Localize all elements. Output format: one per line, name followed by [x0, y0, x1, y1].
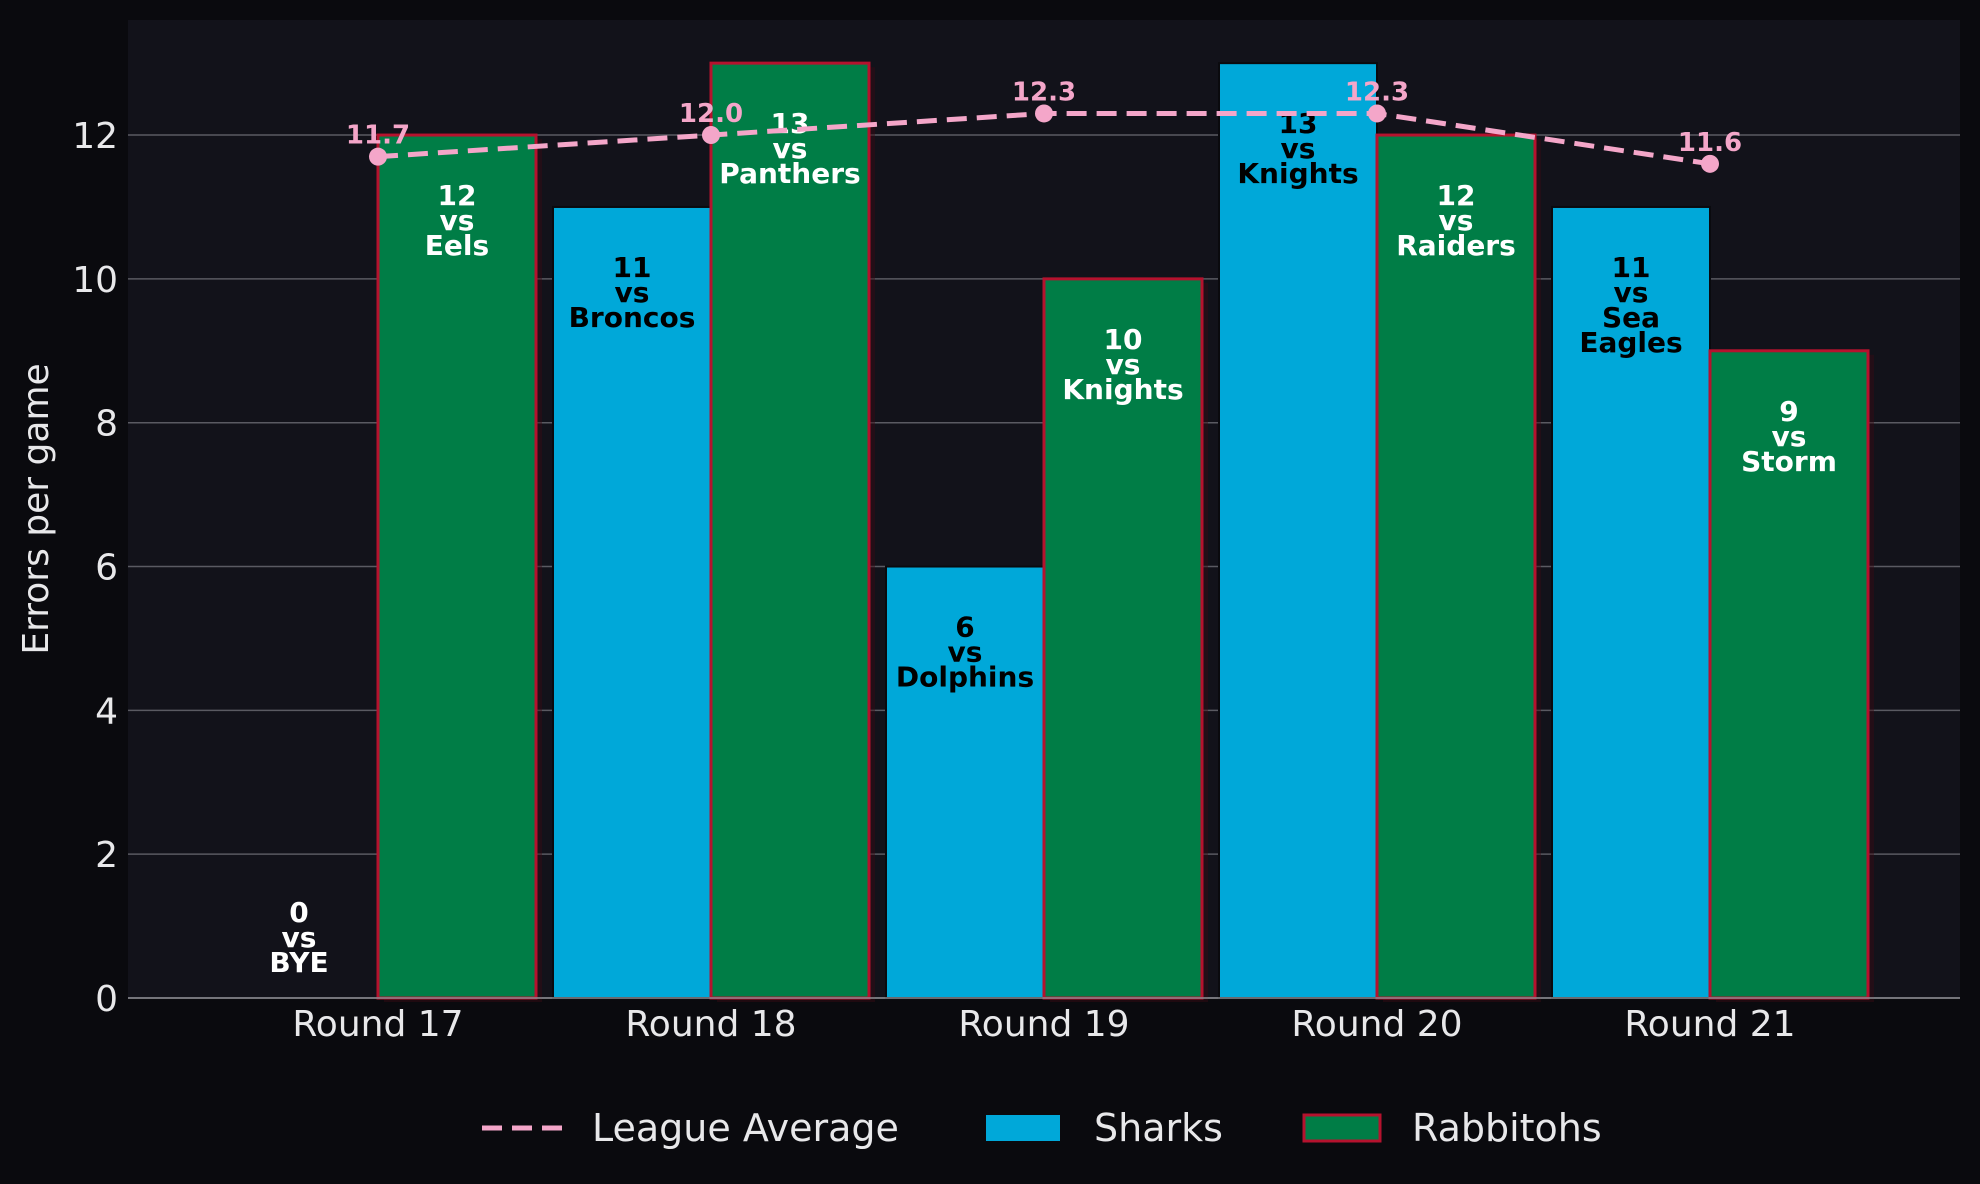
x-axis: Round 17 Round 18 Round 19 Round 20 Round 21 — [128, 997, 1960, 1045]
x-tick-label: Round 19 — [958, 1004, 1129, 1045]
legend-label-league-average: League Average — [592, 1106, 899, 1150]
rabbitohs-bar-label-4: 12 — [1437, 179, 1476, 212]
y-tick-label: 8 — [95, 404, 118, 445]
rabbitohs-bar-label-1: vs — [440, 204, 475, 237]
league-average-label-4: 12.3 — [1345, 77, 1409, 107]
league-average-label-3: 12.3 — [1012, 77, 1076, 107]
y-axis-label: Errors per game — [16, 363, 57, 654]
sharks-bar-label-3: vs — [948, 636, 983, 669]
league-average-point-3 — [1035, 104, 1053, 123]
legend-swatch-rabbitohs — [1302, 1113, 1382, 1143]
rabbitohs-bar-label-3: Knights — [1062, 373, 1183, 406]
rabbitohs-bar-5 — [1708, 349, 1870, 1000]
sharks-bar-4 — [1218, 62, 1378, 1000]
x-tick-label: Round 17 — [292, 1004, 463, 1045]
x-tick-label: Round 18 — [625, 1004, 796, 1045]
sharks-bar-label-4: vs — [1281, 132, 1316, 165]
rabbitohs-bar-label-4: vs — [1439, 204, 1474, 237]
legend-label-sharks: Sharks — [1094, 1106, 1223, 1150]
sharks-bar-label-2: 11 — [613, 251, 652, 284]
rabbitohs-bar-label-1: 12 — [438, 179, 477, 212]
league-average-point-2 — [702, 126, 720, 145]
legend: League Average Sharks Rabbitohs — [482, 1106, 1602, 1150]
legend-swatch-sharks — [986, 1115, 1060, 1141]
rabbitohs-bar-label-2: 13 — [771, 107, 810, 140]
sharks-bar-label-2: vs — [615, 276, 650, 309]
x-tick-label: Round 20 — [1291, 1004, 1462, 1045]
x-tick-label: Round 21 — [1624, 1004, 1795, 1045]
league-average-label-1: 11.7 — [346, 121, 410, 151]
rabbitohs-bar-label-2: Panthers — [719, 157, 860, 190]
league-average-label-5: 11.6 — [1678, 128, 1742, 158]
legend-label-rabbitohs: Rabbitohs — [1412, 1106, 1602, 1150]
y-tick-label: 6 — [95, 548, 118, 589]
y-axis: 0 2 4 6 8 10 12 — [72, 116, 118, 1020]
league-average-point-1 — [369, 147, 387, 166]
rabbitohs-bar-3 — [1042, 277, 1204, 1000]
bars: 0vsBYE12vsEels11vsBroncos13vsPanthers6vs… — [269, 61, 1874, 1003]
rabbitohs-bar-label-4: Raiders — [1396, 229, 1516, 262]
league-average-point-5 — [1701, 154, 1719, 173]
y-tick-label: 2 — [95, 835, 118, 876]
y-tick-label: 4 — [95, 691, 118, 732]
sharks-bar-label-5: Sea — [1602, 301, 1660, 334]
rabbitohs-bar-label-1: Eels — [425, 229, 489, 262]
rabbitohs-bar-2 — [709, 61, 871, 1000]
sharks-bar-label-3: Dolphins — [896, 661, 1034, 694]
rabbitohs-bar-label-5: vs — [1772, 420, 1807, 453]
y-tick-label: 10 — [72, 260, 118, 301]
rabbitohs-bar-label-3: vs — [1106, 348, 1141, 381]
y-tick-label: 12 — [72, 116, 118, 157]
league-average-point-4 — [1368, 104, 1386, 123]
rabbitohs-bar-4 — [1375, 133, 1537, 1000]
sharks-bar-label-1: 0 — [289, 896, 308, 929]
sharks-bar-2 — [552, 205, 712, 999]
sharks-bar-label-5: Eagles — [1579, 326, 1682, 359]
sharks-bar-label-1: BYE — [269, 946, 328, 979]
rabbitohs-bar-label-3: 10 — [1104, 323, 1143, 356]
league-average-label-2: 12.0 — [679, 99, 743, 129]
league-average-line: 11.7 12.0 12.3 12.3 11.6 — [346, 77, 1742, 173]
sharks-bar-5 — [1551, 205, 1711, 999]
y-tick-label: 0 — [95, 979, 118, 1020]
sharks-bar-label-3: 6 — [955, 611, 974, 644]
sharks-bar-label-1: vs — [282, 921, 317, 954]
rabbitohs-bar-label-5: 9 — [1779, 395, 1798, 428]
sharks-bar-label-2: Broncos — [569, 301, 696, 334]
sharks-bar-label-5: 11 — [1612, 251, 1651, 284]
rabbitohs-bar-label-5: Storm — [1741, 445, 1837, 478]
rabbitohs-bar-1 — [376, 133, 538, 1000]
sharks-bar-label-5: vs — [1614, 276, 1649, 309]
sharks-bar-label-4: Knights — [1237, 157, 1358, 190]
rabbitohs-bar-label-2: vs — [773, 132, 808, 165]
